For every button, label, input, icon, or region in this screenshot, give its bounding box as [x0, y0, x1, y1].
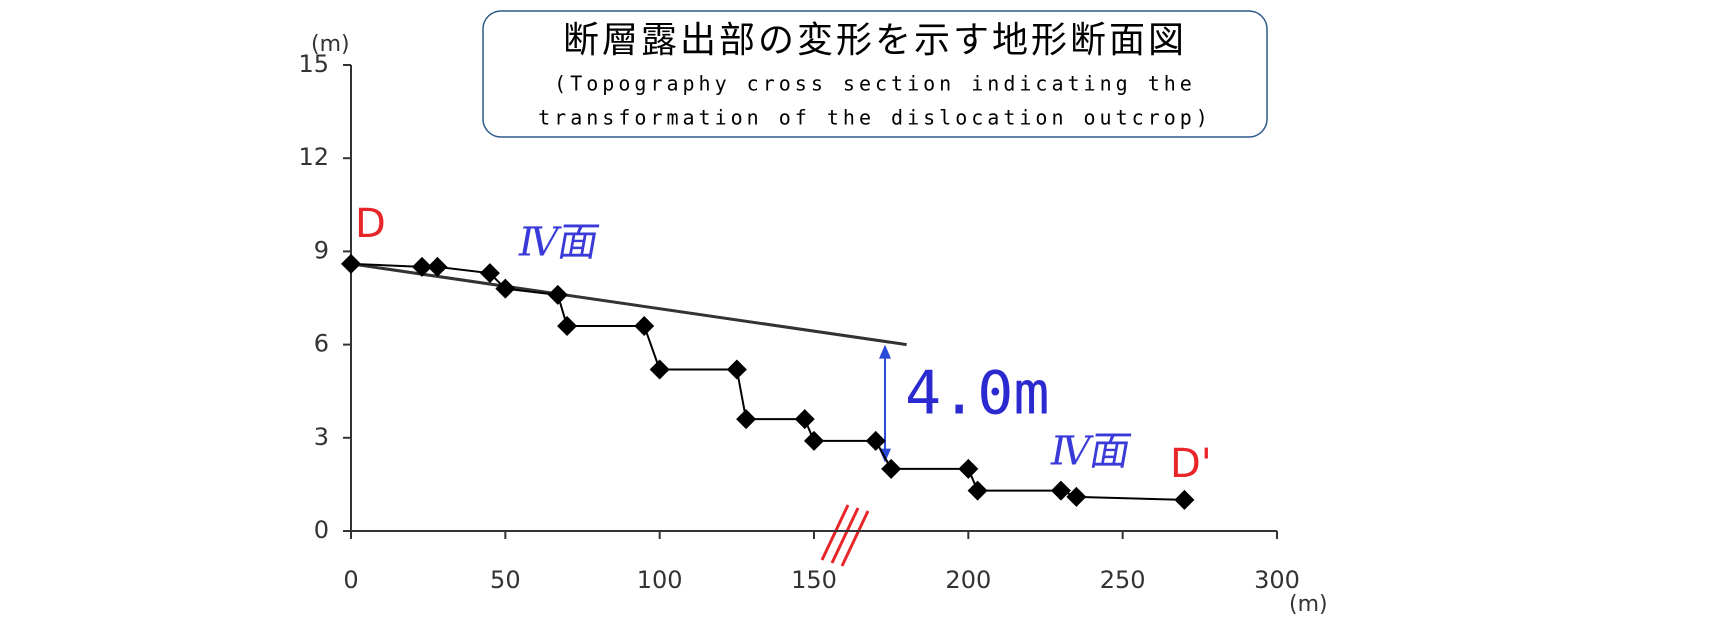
x-tick-label: 0: [343, 566, 358, 594]
annotation: 4.0m: [905, 359, 1050, 429]
data-point: [479, 263, 500, 284]
y-tick-label: 15: [298, 50, 329, 78]
y-axis-unit: (m): [311, 32, 350, 57]
arrow-head: [878, 344, 891, 359]
x-tick-label: 100: [637, 566, 683, 594]
y-tick-label: 0: [314, 516, 329, 544]
x-tick-label: 200: [945, 566, 991, 594]
annotation: D: [355, 201, 386, 247]
data-point: [865, 430, 886, 451]
chart-subtitle: (Topography cross section indicating the: [554, 72, 1196, 96]
x-axis-unit: (m): [1289, 592, 1328, 617]
trend-line: [350, 262, 907, 347]
data-point: [495, 278, 516, 299]
data-point: [547, 284, 568, 305]
title-box: [482, 10, 1268, 138]
x-tick-label: 50: [490, 566, 521, 594]
annotation: Ⅳ面: [514, 219, 602, 266]
data-point: [726, 359, 747, 380]
x-tick-label: 300: [1254, 566, 1300, 594]
data-point: [881, 458, 902, 479]
data-point: [634, 315, 655, 336]
annotation: D': [1170, 441, 1212, 487]
data-point: [557, 315, 578, 336]
y-tick-label: 6: [314, 330, 329, 358]
data-point: [794, 409, 815, 430]
fault-symbol: [820, 504, 870, 567]
x-tick-label: 150: [791, 566, 837, 594]
annotation: Ⅳ面: [1046, 428, 1134, 475]
data-point: [967, 480, 988, 501]
y-tick-label: 3: [314, 423, 329, 451]
chart-subtitle: transformation of the dislocation outcro…: [538, 106, 1212, 130]
data-point: [427, 256, 448, 277]
data-point: [804, 430, 824, 451]
data-point: [341, 253, 361, 274]
y-tick-label: 9: [314, 236, 329, 264]
data-point: [411, 256, 432, 277]
data-point: [1174, 489, 1195, 510]
data-point: [736, 409, 757, 430]
data-point: [1066, 486, 1087, 507]
data-point: [649, 359, 670, 380]
y-tick-label: 12: [298, 143, 329, 171]
data-point: [958, 458, 979, 479]
data-point: [1050, 480, 1071, 501]
chart-title: 断層露出部の変形を示す地形断面図: [563, 20, 1187, 61]
x-tick-label: 250: [1100, 566, 1146, 594]
